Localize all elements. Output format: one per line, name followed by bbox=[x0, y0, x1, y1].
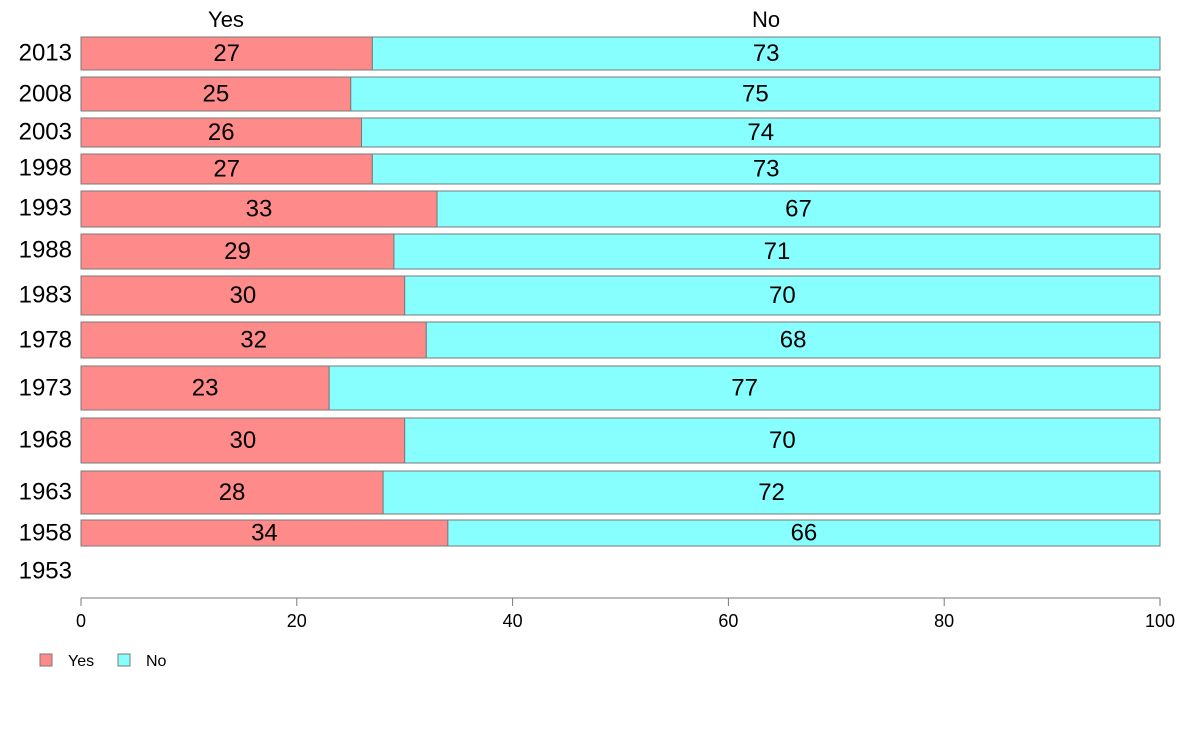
value-label-no-1978: 68 bbox=[780, 326, 807, 353]
value-label-yes-1983: 30 bbox=[229, 282, 256, 309]
bar-no-1958 bbox=[447, 519, 1161, 547]
bar-no-2003 bbox=[361, 117, 1161, 148]
year-label-1983: 1983 bbox=[19, 281, 72, 308]
value-label-no-2003: 74 bbox=[747, 119, 774, 146]
bar-no-1998 bbox=[371, 153, 1161, 185]
x-tick-label-80: 80 bbox=[934, 611, 954, 631]
value-label-no-1993: 67 bbox=[785, 195, 812, 222]
column-header-no: No bbox=[752, 7, 780, 32]
x-tick-label-100: 100 bbox=[1145, 611, 1175, 631]
value-label-no-2013: 73 bbox=[753, 40, 780, 67]
value-label-yes-1993: 33 bbox=[246, 195, 273, 222]
bar-yes-1968 bbox=[80, 417, 406, 464]
bar-yes-1993 bbox=[80, 190, 438, 228]
value-label-yes-2003: 26 bbox=[208, 119, 235, 146]
value-label-yes-1988: 29 bbox=[224, 238, 251, 265]
value-label-no-1983: 70 bbox=[769, 282, 796, 309]
year-label-1963: 1963 bbox=[19, 478, 72, 505]
value-label-no-1968: 70 bbox=[769, 427, 796, 454]
x-tick-label-40: 40 bbox=[503, 611, 523, 631]
bar-no-1973 bbox=[328, 365, 1161, 411]
year-label-1953: 1953 bbox=[19, 557, 72, 584]
year-labels-group: 2013 2008 2003 1998 1993 1988 1983 1978 1973 1968… bbox=[19, 39, 72, 584]
bar-yes-1998 bbox=[80, 153, 373, 185]
year-label-2003: 2003 bbox=[19, 118, 72, 145]
year-label-1988: 1988 bbox=[19, 236, 72, 263]
bar-no-1983 bbox=[404, 275, 1161, 316]
value-label-no-1998: 73 bbox=[753, 155, 780, 182]
value-label-yes-1958: 34 bbox=[251, 519, 278, 546]
bar-yes-1958 bbox=[80, 519, 449, 547]
column-header-yes: Yes bbox=[208, 7, 244, 32]
year-label-1973: 1973 bbox=[19, 374, 72, 401]
bar-yes-2003 bbox=[80, 117, 363, 148]
x-tick-label-0: 0 bbox=[76, 611, 86, 631]
year-label-1998: 1998 bbox=[19, 154, 72, 181]
bar-yes-2008 bbox=[80, 76, 352, 112]
bar-no-1963 bbox=[382, 470, 1161, 515]
value-label-yes-1968: 30 bbox=[229, 427, 256, 454]
bar-yes-1963 bbox=[80, 470, 384, 515]
value-label-no-2008: 75 bbox=[742, 80, 769, 107]
year-label-1978: 1978 bbox=[19, 326, 72, 353]
year-label-2008: 2008 bbox=[19, 80, 72, 107]
legend: Yes No bbox=[39, 653, 167, 670]
x-axis: 0 20 40 60 80 100 bbox=[76, 597, 1175, 631]
bar-no-2013 bbox=[371, 36, 1161, 71]
value-label-yes-1998: 27 bbox=[213, 155, 240, 182]
legend-swatch-no bbox=[117, 653, 131, 667]
x-tick-label-20: 20 bbox=[287, 611, 307, 631]
bar-yes-1983 bbox=[80, 275, 406, 316]
bar-no-1968 bbox=[404, 417, 1161, 464]
value-label-yes-2008: 25 bbox=[203, 80, 230, 107]
year-label-1968: 1968 bbox=[19, 426, 72, 453]
bar-no-1993 bbox=[436, 190, 1161, 228]
bar-yes-1973 bbox=[80, 365, 330, 411]
value-label-yes-2013: 27 bbox=[213, 40, 240, 67]
value-label-no-1988: 71 bbox=[764, 238, 791, 265]
bar-no-2008 bbox=[350, 76, 1161, 112]
value-label-no-1958: 66 bbox=[791, 519, 818, 546]
value-label-no-1973: 77 bbox=[731, 374, 758, 401]
value-label-no-1963: 72 bbox=[758, 479, 785, 506]
year-label-2013: 2013 bbox=[19, 39, 72, 66]
value-label-yes-1963: 28 bbox=[219, 479, 246, 506]
legend-swatch-yes bbox=[39, 653, 53, 667]
year-label-1993: 1993 bbox=[19, 194, 72, 221]
bar-no-1978 bbox=[425, 321, 1161, 359]
year-label-1958: 1958 bbox=[19, 519, 72, 546]
bar-yes-2013 bbox=[80, 36, 373, 71]
bars-group: 27 73 25 75 26 74 27 73 33 67 29 71 30 70 32 68 23 77 30 70… bbox=[80, 36, 1161, 547]
value-label-yes-1978: 32 bbox=[240, 326, 267, 353]
legend-label-yes: Yes bbox=[68, 653, 94, 670]
legend-label-no: No bbox=[146, 653, 167, 670]
bar-no-1988 bbox=[393, 233, 1161, 270]
x-tick-label-60: 60 bbox=[718, 611, 738, 631]
value-label-yes-1973: 23 bbox=[192, 374, 219, 401]
